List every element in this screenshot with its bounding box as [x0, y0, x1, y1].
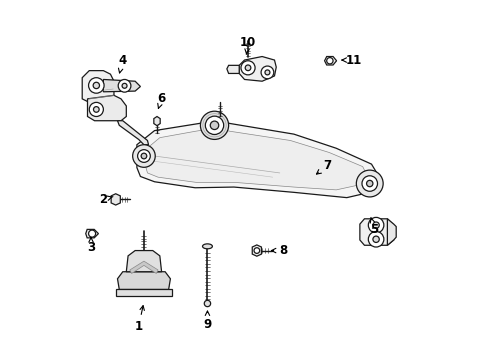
Circle shape [326, 58, 332, 64]
Polygon shape [117, 272, 170, 289]
Circle shape [141, 153, 146, 159]
Circle shape [372, 222, 379, 228]
Circle shape [137, 150, 150, 162]
Polygon shape [82, 71, 114, 102]
Circle shape [93, 82, 99, 89]
Polygon shape [359, 219, 393, 245]
Text: 4: 4 [118, 54, 127, 73]
Circle shape [122, 83, 127, 88]
Text: 1: 1 [134, 306, 144, 333]
Polygon shape [103, 80, 140, 92]
Polygon shape [324, 57, 336, 65]
Ellipse shape [202, 244, 212, 249]
Circle shape [253, 248, 259, 253]
Circle shape [118, 80, 131, 92]
Text: 3: 3 [87, 237, 95, 253]
Polygon shape [154, 117, 160, 126]
Circle shape [132, 145, 155, 167]
Circle shape [93, 107, 99, 112]
Polygon shape [130, 261, 158, 274]
Circle shape [366, 180, 372, 187]
Circle shape [200, 111, 228, 139]
Circle shape [356, 170, 383, 197]
Text: 5: 5 [369, 217, 378, 236]
Circle shape [204, 300, 210, 307]
Polygon shape [126, 251, 161, 272]
Polygon shape [252, 245, 261, 256]
Polygon shape [239, 57, 276, 81]
Polygon shape [117, 121, 148, 145]
Polygon shape [137, 120, 376, 198]
Text: 6: 6 [157, 93, 165, 108]
Text: 9: 9 [203, 311, 211, 331]
Circle shape [372, 236, 379, 242]
Polygon shape [111, 194, 120, 205]
Polygon shape [145, 128, 366, 190]
Circle shape [88, 230, 96, 237]
Circle shape [88, 78, 104, 93]
Circle shape [361, 176, 377, 191]
Circle shape [89, 102, 103, 117]
Polygon shape [226, 66, 239, 73]
Circle shape [205, 116, 223, 135]
Polygon shape [87, 95, 126, 121]
Circle shape [367, 217, 383, 233]
Circle shape [244, 65, 250, 71]
Text: 11: 11 [341, 54, 361, 67]
Circle shape [241, 61, 255, 75]
Text: 7: 7 [316, 159, 331, 174]
Text: 2: 2 [99, 193, 113, 206]
Circle shape [264, 70, 269, 75]
Text: 10: 10 [240, 36, 256, 54]
Circle shape [210, 121, 218, 130]
Polygon shape [386, 219, 395, 245]
Circle shape [261, 66, 273, 79]
Text: 8: 8 [271, 244, 287, 257]
Polygon shape [116, 289, 172, 296]
Circle shape [367, 231, 383, 247]
Polygon shape [85, 229, 98, 238]
